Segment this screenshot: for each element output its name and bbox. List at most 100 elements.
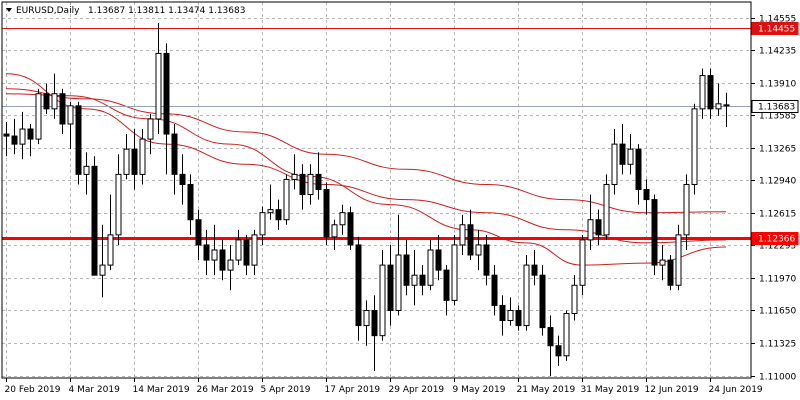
price-level-label-box: [751, 22, 799, 35]
candle-body-bearish: [491, 274, 498, 306]
candle-body-bearish: [499, 304, 506, 322]
candle: [75, 101, 82, 185]
candle-body-bullish: [227, 259, 234, 271]
candle-body-bearish: [531, 264, 538, 276]
candle-body-bullish: [659, 259, 666, 266]
candle-body-bearish: [171, 133, 178, 175]
candle: [475, 229, 482, 271]
candle: [43, 83, 50, 114]
candle: [243, 234, 250, 276]
candle-body-bullish: [475, 244, 482, 256]
candle-body-bullish: [411, 274, 418, 286]
candle-body-bullish: [427, 249, 434, 286]
time-axis: 20 Feb 2019 4 Mar 2019 14 Mar 2019 26 Mar 2…: [5, 378, 763, 395]
time-tick-label: 26 Mar 2019: [197, 385, 254, 395]
candle-body-bullish: [307, 173, 314, 196]
candle: [411, 249, 418, 306]
candle-body-bearish: [555, 345, 562, 357]
triangle-down-icon[interactable]: [6, 8, 12, 12]
moving-average-line: [5, 93, 727, 266]
price-level-label: 1.13683: [758, 103, 795, 113]
candle: [539, 265, 546, 336]
candle-body-bullish: [379, 264, 386, 337]
price-tick-label: 1.14235: [759, 47, 796, 57]
candle-body-bearish: [651, 199, 658, 266]
candle-body-bullish: [699, 75, 706, 110]
candle-body-bearish: [539, 274, 546, 329]
price-tick-label: 1.11970: [759, 275, 796, 285]
horizontal-levels: [2, 28, 751, 240]
candle-body-bullish: [507, 309, 514, 322]
candle-body-bullish: [459, 224, 466, 246]
plot-frame: [1, 1, 752, 379]
time-tick-label: 14 Mar 2019: [133, 385, 190, 395]
candle-body-bullish: [235, 239, 242, 261]
candle: [579, 234, 586, 296]
candle-body-bullish: [83, 165, 90, 175]
candle: [11, 118, 18, 155]
price-tick-label: 1.13910: [759, 80, 796, 90]
level-labels: 1.14455 1.12366 1.13683: [751, 22, 799, 245]
candle: [203, 229, 210, 276]
price-level-label: 1.14455: [758, 25, 795, 35]
candle-body-bullish: [451, 244, 458, 301]
candle-body-bearish: [11, 135, 18, 145]
candle-body-bearish: [163, 52, 170, 135]
candle-body-bullish: [683, 183, 690, 236]
candle: [563, 310, 570, 361]
candle: [507, 297, 514, 326]
candle: [419, 265, 426, 296]
candle-body-bullish: [291, 173, 298, 180]
candle-body-bullish: [267, 209, 274, 214]
candle-body-bullish: [339, 212, 346, 226]
moving-average-line: [5, 73, 727, 244]
candle-body-bearish: [443, 269, 450, 301]
candle-body-bearish: [595, 219, 602, 236]
candle-body-bearish: [91, 165, 98, 276]
candle: [347, 206, 354, 250]
candle: [27, 123, 34, 157]
candle: [619, 123, 626, 175]
candle: [691, 103, 698, 195]
candle-body-bullish: [123, 148, 130, 175]
candle-body-bullish: [211, 249, 218, 261]
price-tick-label: 1.12940: [759, 177, 796, 187]
candle: [219, 239, 226, 281]
candle-body-bearish: [187, 183, 194, 221]
candle: [611, 129, 618, 195]
candle: [715, 83, 722, 116]
candle-body-bearish: [667, 259, 674, 286]
price-tick-label: 1.11325: [759, 340, 796, 350]
candle: [19, 111, 26, 160]
candle-body-bullish: [155, 52, 162, 120]
candle: [499, 295, 506, 336]
candle: [643, 179, 650, 215]
candle: [331, 219, 338, 250]
candle-body-bullish: [331, 224, 338, 238]
candle-body-bearish: [435, 249, 442, 271]
candle: [259, 206, 266, 245]
price-tick-label: 1.12295: [759, 242, 796, 252]
time-tick-label: 20 Feb 2019: [5, 385, 61, 395]
candle-body-bullish: [147, 118, 154, 140]
candle: [123, 134, 130, 180]
ohlc-readout: 1.13687 1.13811 1.13474 1.13683: [88, 6, 245, 16]
time-tick-label: 4 Mar 2019: [69, 385, 121, 395]
time-tick-label: 5 Apr 2019: [261, 385, 311, 395]
candle: [323, 182, 330, 245]
candle-body-bullish: [675, 234, 682, 286]
candle-body-bearish: [275, 209, 282, 221]
candle-body-bearish: [203, 244, 210, 261]
candle-body-bullish: [395, 254, 402, 311]
candle: [723, 92, 730, 127]
candle: [363, 300, 370, 346]
candle: [339, 204, 346, 235]
symbol-label: EURUSD,Daily: [16, 6, 80, 16]
candle: [139, 129, 146, 185]
candle: [291, 154, 298, 190]
candle-body-bullish: [603, 183, 610, 236]
candle-body-bullish: [563, 312, 570, 357]
